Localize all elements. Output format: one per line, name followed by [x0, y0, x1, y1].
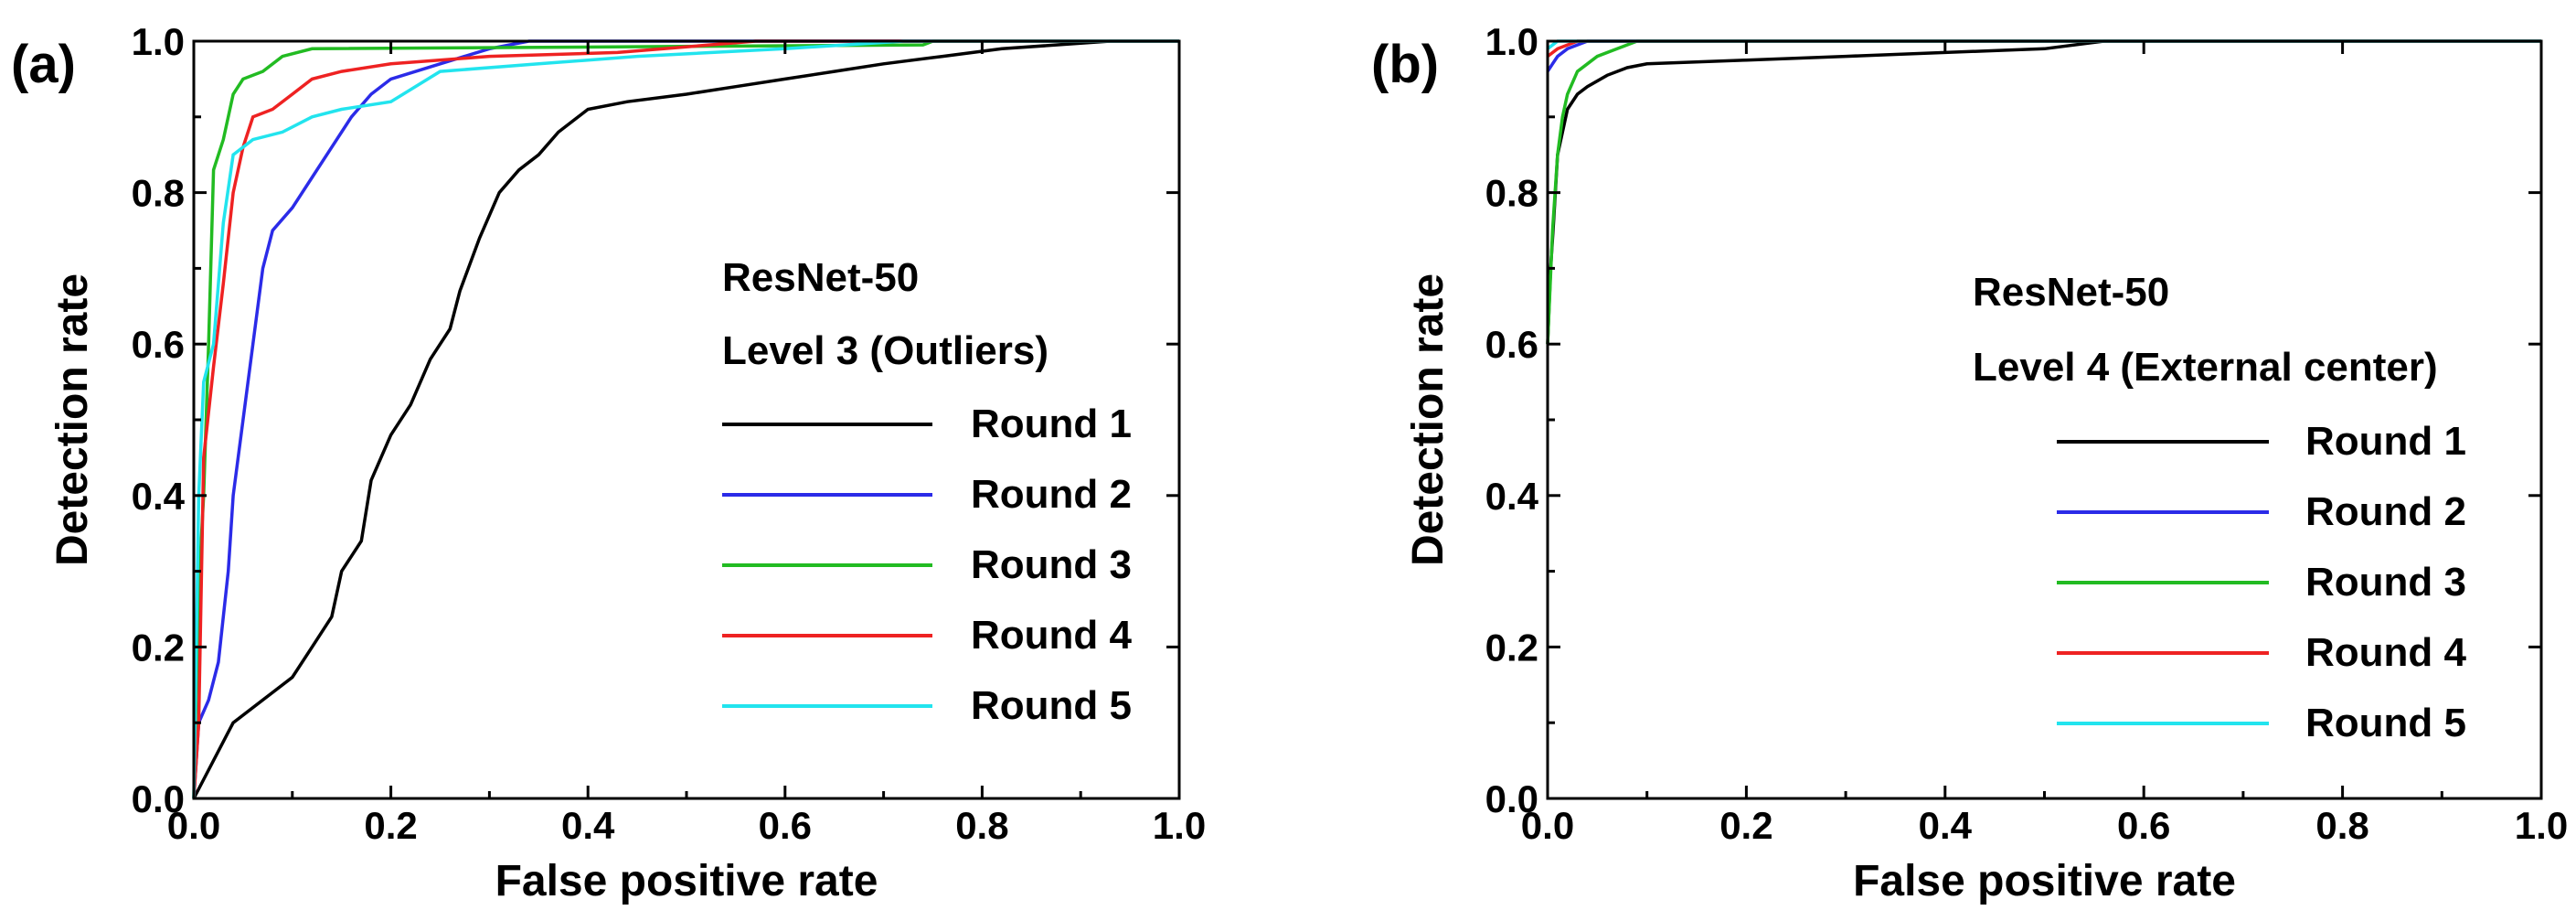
- panel-label: (a): [11, 35, 76, 94]
- x-tick-label: 0.6: [2117, 804, 2170, 847]
- y-tick-label: 0.2: [132, 626, 185, 669]
- x-tick-label: 1.0: [2515, 804, 2568, 847]
- series-line-round-2: [192, 39, 1179, 799]
- panel-b: (b) 0.0 0.2 0.4 0.6 0.8 1.0 0.0 0.2 0.4 0.6 0.8 1.0 F…: [1371, 20, 2568, 905]
- series-line-round-3: [1546, 39, 2541, 345]
- legend-label: Round 4: [971, 613, 1133, 658]
- x-tick-label: 0.2: [364, 804, 417, 847]
- y-tick-label: 0.8: [132, 172, 185, 215]
- legend-title-line: Level 3 (Outliers): [722, 328, 1048, 373]
- panel-a: (a) 0.0 0.2 0.4 0.6 0.8 1.0 0.0 0.2 0.4 0.6 0.8 1.0 F…: [11, 20, 1206, 905]
- series-line-round-1: [192, 39, 1179, 799]
- series-line-round-5: [192, 39, 1179, 799]
- x-tick-label: 0.4: [1919, 804, 1973, 847]
- legend-label: Round 3: [2305, 560, 2466, 605]
- series-line-round-2: [1546, 39, 2541, 73]
- x-tick-label: 0.6: [759, 804, 812, 847]
- series-line-round-4: [192, 39, 1179, 799]
- legend-label: Round 1: [2305, 419, 2466, 464]
- legend-label: Round 2: [2305, 489, 2466, 534]
- y-tick-label: 0.4: [132, 475, 186, 518]
- y-tick-label: 0.0: [132, 777, 185, 820]
- legend-label: Round 5: [971, 683, 1132, 728]
- y-axis-title: Detection rate: [1404, 273, 1453, 566]
- legend-title-line: ResNet-50: [722, 255, 919, 300]
- y-tick-label: 0.6: [1485, 323, 1538, 366]
- x-tick-label: 0.0: [167, 804, 220, 847]
- y-tick-label: 0.0: [1485, 777, 1538, 820]
- legend-title-line: ResNet-50: [1973, 270, 2169, 315]
- x-tick-label: 1.0: [1153, 804, 1206, 847]
- y-tick-label: 0.8: [1485, 172, 1538, 215]
- legend-label: Round 2: [971, 472, 1132, 517]
- y-tick-label: 1.0: [1485, 20, 1538, 63]
- panel-label: (b): [1371, 35, 1439, 94]
- x-tick-label: 0.2: [1719, 804, 1772, 847]
- x-tick-label: 0.4: [561, 804, 615, 847]
- x-axis-title: False positive rate: [495, 857, 878, 905]
- legend-title-line: Level 4 (External center): [1973, 345, 2438, 390]
- legend-label: Round 1: [971, 402, 1132, 446]
- y-tick-label: 0.6: [132, 323, 185, 366]
- y-axis-title: Detection rate: [48, 273, 97, 566]
- x-tick-label: 0.8: [2315, 804, 2368, 847]
- y-tick-label: 0.2: [1485, 626, 1538, 669]
- y-tick-label: 0.4: [1485, 475, 1539, 518]
- legend-label: Round 4: [2305, 630, 2467, 675]
- x-tick-label: 0.0: [1521, 804, 1574, 847]
- y-tick-label: 1.0: [132, 20, 185, 63]
- x-axis-title: False positive rate: [1853, 857, 2236, 905]
- legend-label: Round 3: [971, 542, 1132, 587]
- legend-label: Round 5: [2305, 701, 2466, 745]
- x-tick-label: 0.8: [955, 804, 1008, 847]
